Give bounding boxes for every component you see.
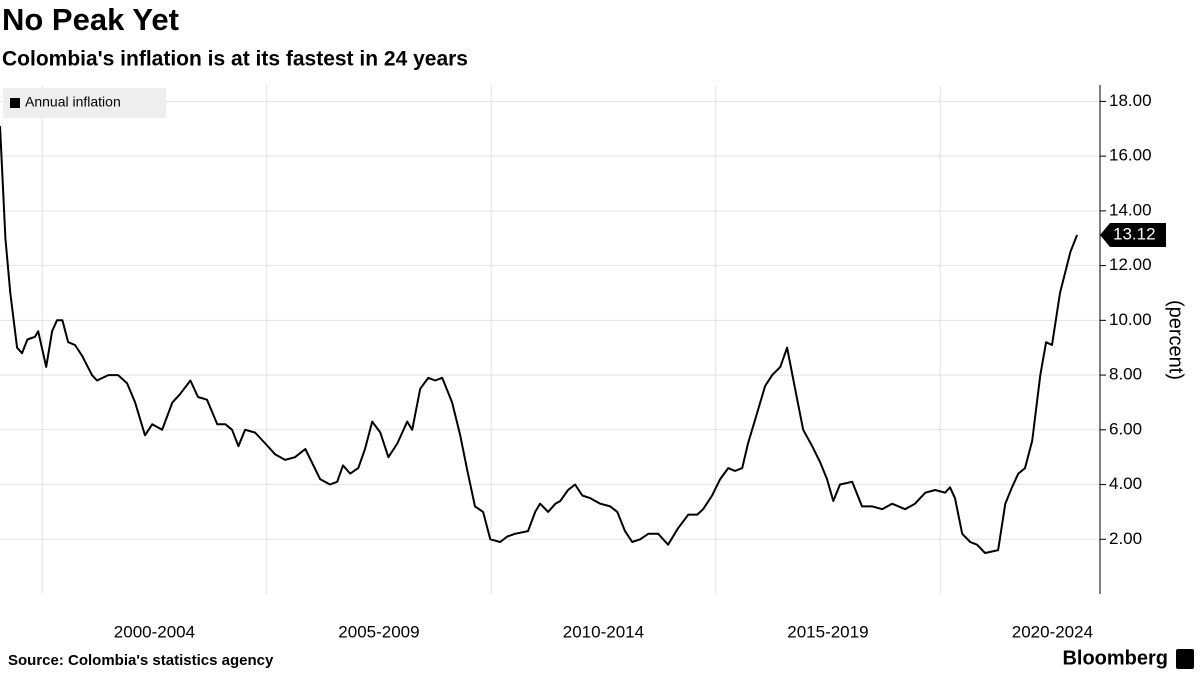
x-tick-label: 2000-2004 bbox=[114, 622, 195, 641]
y-tick-label: 6.00 bbox=[1109, 419, 1142, 438]
x-tick-label: 2015-2019 bbox=[787, 622, 868, 641]
chart-title: No Peak Yet bbox=[2, 2, 179, 37]
y-tick-label: 8.00 bbox=[1109, 365, 1142, 384]
y-tick-label: 4.00 bbox=[1109, 474, 1142, 493]
y-tick-label: 2.00 bbox=[1109, 529, 1142, 548]
value-label: 13.12 bbox=[1113, 224, 1156, 243]
source: Source: Colombia's statistics agency bbox=[8, 652, 274, 669]
y-axis-label: (percent) bbox=[1165, 300, 1187, 380]
y-tick-label: 16.00 bbox=[1109, 146, 1152, 165]
brand-icon bbox=[1176, 649, 1194, 669]
legend-swatch bbox=[10, 98, 20, 108]
y-tick-label: 14.00 bbox=[1109, 200, 1152, 219]
y-tick-label: 18.00 bbox=[1109, 91, 1152, 110]
y-tick-label: 10.00 bbox=[1109, 310, 1152, 329]
chart-subtitle: Colombia's inflation is at its fastest i… bbox=[2, 48, 468, 71]
x-tick-label: 2005-2009 bbox=[338, 622, 419, 641]
x-tick-label: 2020-2024 bbox=[1012, 622, 1093, 641]
brand: Bloomberg bbox=[1062, 647, 1168, 669]
line bbox=[0, 125, 1079, 554]
y-tick-label: 12.00 bbox=[1109, 255, 1152, 274]
x-tick-label: 2010-2014 bbox=[563, 622, 644, 641]
legend-box bbox=[3, 88, 166, 118]
value-label-box bbox=[1100, 222, 1166, 247]
legend-label: Annual inflation bbox=[25, 94, 121, 110]
